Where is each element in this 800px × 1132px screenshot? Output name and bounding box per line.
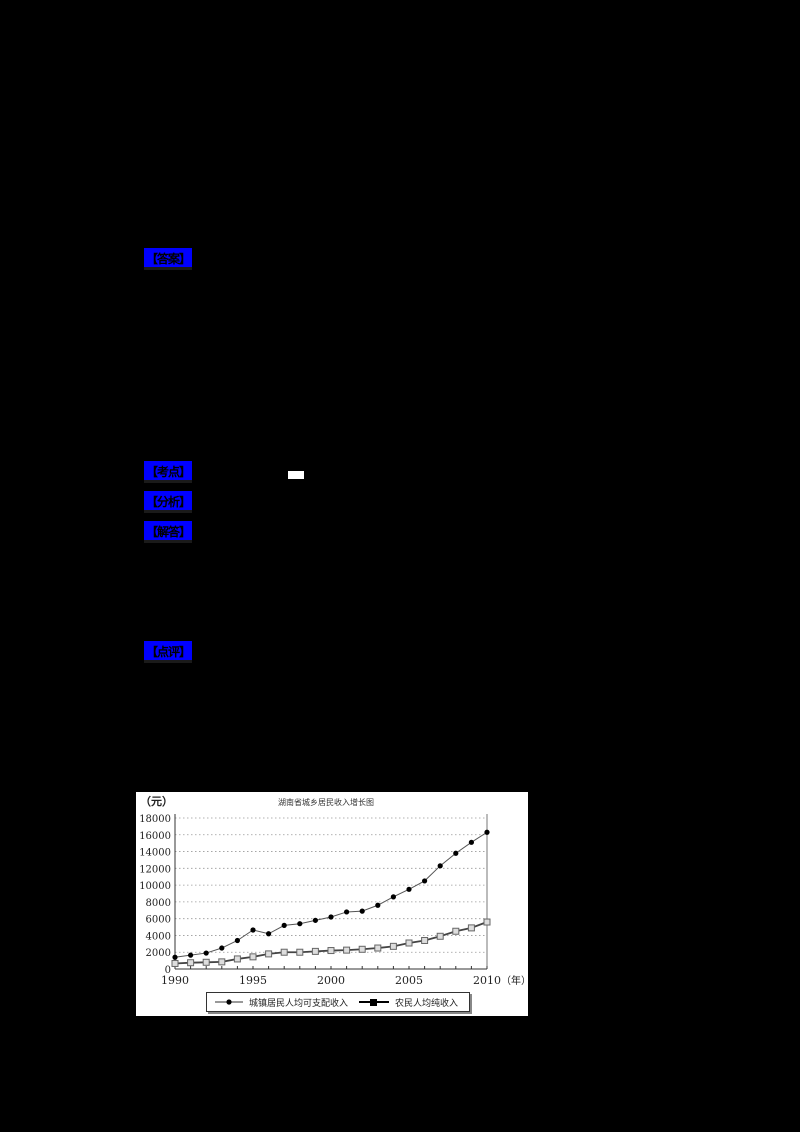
- data-point: [422, 878, 428, 884]
- data-point: [344, 909, 350, 915]
- data-point: [203, 950, 209, 956]
- x-tick-label: 2005: [395, 974, 423, 987]
- y-tick-label: 4000: [146, 931, 171, 942]
- data-point: [436, 932, 444, 940]
- data-point: [327, 947, 335, 955]
- y-tick-label: 0: [165, 965, 171, 976]
- x-tick-label: 1990: [161, 974, 189, 987]
- data-point: [343, 946, 351, 954]
- data-point: [375, 902, 381, 908]
- chart-title: 湖南省城乡居民收入增长图: [278, 797, 374, 807]
- data-point: [468, 839, 474, 845]
- data-point: [218, 958, 226, 966]
- section-label: 【分析】: [144, 491, 192, 513]
- data-point: [374, 944, 382, 952]
- x-tick-label: 2000: [317, 974, 345, 987]
- data-point: [312, 917, 318, 923]
- data-point: [297, 921, 303, 927]
- x-tick-label: 2010: [473, 974, 501, 987]
- x-tick-label: 1995: [239, 974, 267, 987]
- y-tick-label: 2000: [146, 948, 171, 959]
- section-label: 【答案】: [144, 248, 192, 270]
- data-point: [390, 894, 396, 900]
- data-point: [250, 927, 256, 933]
- data-point: [389, 942, 397, 950]
- data-point: [405, 939, 413, 947]
- data-point: [265, 950, 273, 958]
- data-point: [452, 927, 460, 935]
- data-point: [233, 955, 241, 963]
- data-point: [467, 924, 475, 932]
- income-growth-chart: （元） 湖南省城乡居民收入增长图 0 2000 4000 6000 8000 10000 120…: [136, 792, 528, 1016]
- y-tick-label: 6000: [146, 915, 171, 926]
- section-label: 【解答】: [144, 521, 192, 543]
- data-point: [280, 948, 288, 956]
- data-point: [311, 947, 319, 955]
- data-point: [234, 937, 240, 944]
- y-tick-label: 18000: [139, 814, 171, 825]
- data-point: [483, 918, 491, 926]
- legend-urban: 城镇居民人均可支配收入: [249, 997, 348, 1009]
- data-point: [359, 908, 365, 914]
- data-point: [202, 958, 210, 966]
- data-point: [358, 945, 366, 953]
- y-tick-label: 12000: [139, 864, 171, 875]
- data-point: [421, 936, 429, 944]
- line-chart-svg: （元） 湖南省城乡居民收入增长图 0 2000 4000 6000 8000 10000 120…: [139, 795, 528, 987]
- data-point: [296, 948, 304, 956]
- y-tick-label: 8000: [146, 898, 171, 909]
- series-line: [174, 921, 488, 965]
- data-point: [171, 959, 179, 967]
- data-point: [188, 952, 194, 958]
- data-point: [249, 953, 257, 961]
- data-point: [172, 954, 178, 960]
- data-point: [187, 959, 195, 967]
- data-point: [281, 922, 287, 928]
- data-point: [406, 886, 412, 892]
- data-point: [437, 863, 443, 869]
- x-unit-label: （年）: [501, 974, 528, 987]
- section-label: 【考点】: [144, 461, 192, 483]
- section-label: 【点评】: [144, 641, 192, 663]
- legend-rural: 农民人均纯收入: [395, 997, 458, 1009]
- y-tick-label: 16000: [139, 831, 171, 842]
- y-tick-label: 10000: [139, 881, 171, 892]
- y-unit-label: （元）: [140, 795, 173, 808]
- data-point: [219, 945, 225, 951]
- data-point: [484, 829, 490, 835]
- chart-legend: 城镇居民人均可支配收入 农民人均纯收入: [206, 992, 470, 1012]
- data-point: [328, 914, 334, 920]
- y-tick-label: 14000: [139, 848, 171, 859]
- blank-fill-in: [288, 471, 304, 479]
- data-point: [453, 850, 459, 856]
- data-point: [266, 931, 272, 937]
